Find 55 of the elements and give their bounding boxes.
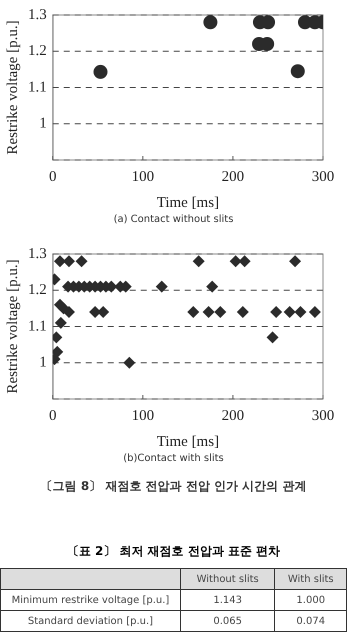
x-axis-title: Time [ms] [156, 194, 220, 211]
y-tick-label: 1.2 [28, 43, 47, 60]
y-tick-label: 1.3 [28, 6, 47, 23]
y-axis-title: Restrike voltage [p.u.] [4, 259, 21, 394]
text: (b)Contact with slits [122, 453, 225, 464]
text: 〔표 2〕 최저 재점호 전압과 표준 편차 [66, 543, 282, 560]
y-tick-label: 1 [39, 116, 47, 132]
point [236, 306, 249, 318]
y-axis-title: Restrike voltage [p.u.] [4, 20, 21, 155]
point [203, 15, 218, 30]
point [54, 255, 66, 268]
point [62, 255, 75, 268]
text: 1.143 [213, 594, 242, 606]
x-tick-label: 200 [222, 168, 244, 185]
point [206, 280, 218, 293]
y-tick-label: 1.2 [28, 282, 47, 298]
x-tick-label: 100 [132, 408, 154, 424]
point [93, 64, 108, 79]
x-tick-label: 0 [49, 408, 56, 424]
x-tick-label: 200 [222, 408, 244, 424]
point [202, 306, 215, 318]
y-tick-label: 1 [39, 354, 47, 371]
x-tick-label: 300 [312, 168, 334, 185]
point [266, 331, 279, 344]
point [238, 255, 251, 268]
y-tick-label: 1.1 [28, 79, 47, 96]
point [230, 255, 242, 268]
point [123, 356, 136, 369]
point [290, 64, 305, 78]
point [76, 255, 88, 268]
point [192, 255, 205, 268]
x-tick-label: 100 [132, 168, 154, 185]
point [294, 306, 306, 318]
text: 1.000 [296, 594, 326, 606]
text: 0.074 [296, 616, 326, 626]
category-label: Standard deviation [p.u.] [28, 616, 154, 626]
point [214, 306, 226, 318]
point [284, 306, 296, 318]
point [270, 306, 282, 318]
category-label: Minimum restrike voltage [p.u.] [12, 594, 170, 606]
category-label: Without slits [180, 568, 275, 590]
text: (a) Contact without slits [112, 214, 234, 225]
x-axis-title: Time [ms] [156, 434, 220, 450]
y-tick-label: 1.1 [28, 318, 47, 334]
y-tick-label: 1.3 [28, 246, 47, 262]
point [54, 316, 67, 329]
x-tick-label: 0 [49, 168, 56, 185]
x-tick-label: 300 [312, 408, 334, 424]
point [308, 306, 321, 318]
text: 〔그림 8〕 재점호 전압과 전압 인가 시간의 관계 [40, 478, 308, 495]
point [289, 255, 302, 268]
category-label: With slits [274, 568, 346, 590]
point [156, 280, 168, 293]
point [187, 306, 200, 318]
text: 0.065 [213, 616, 242, 626]
